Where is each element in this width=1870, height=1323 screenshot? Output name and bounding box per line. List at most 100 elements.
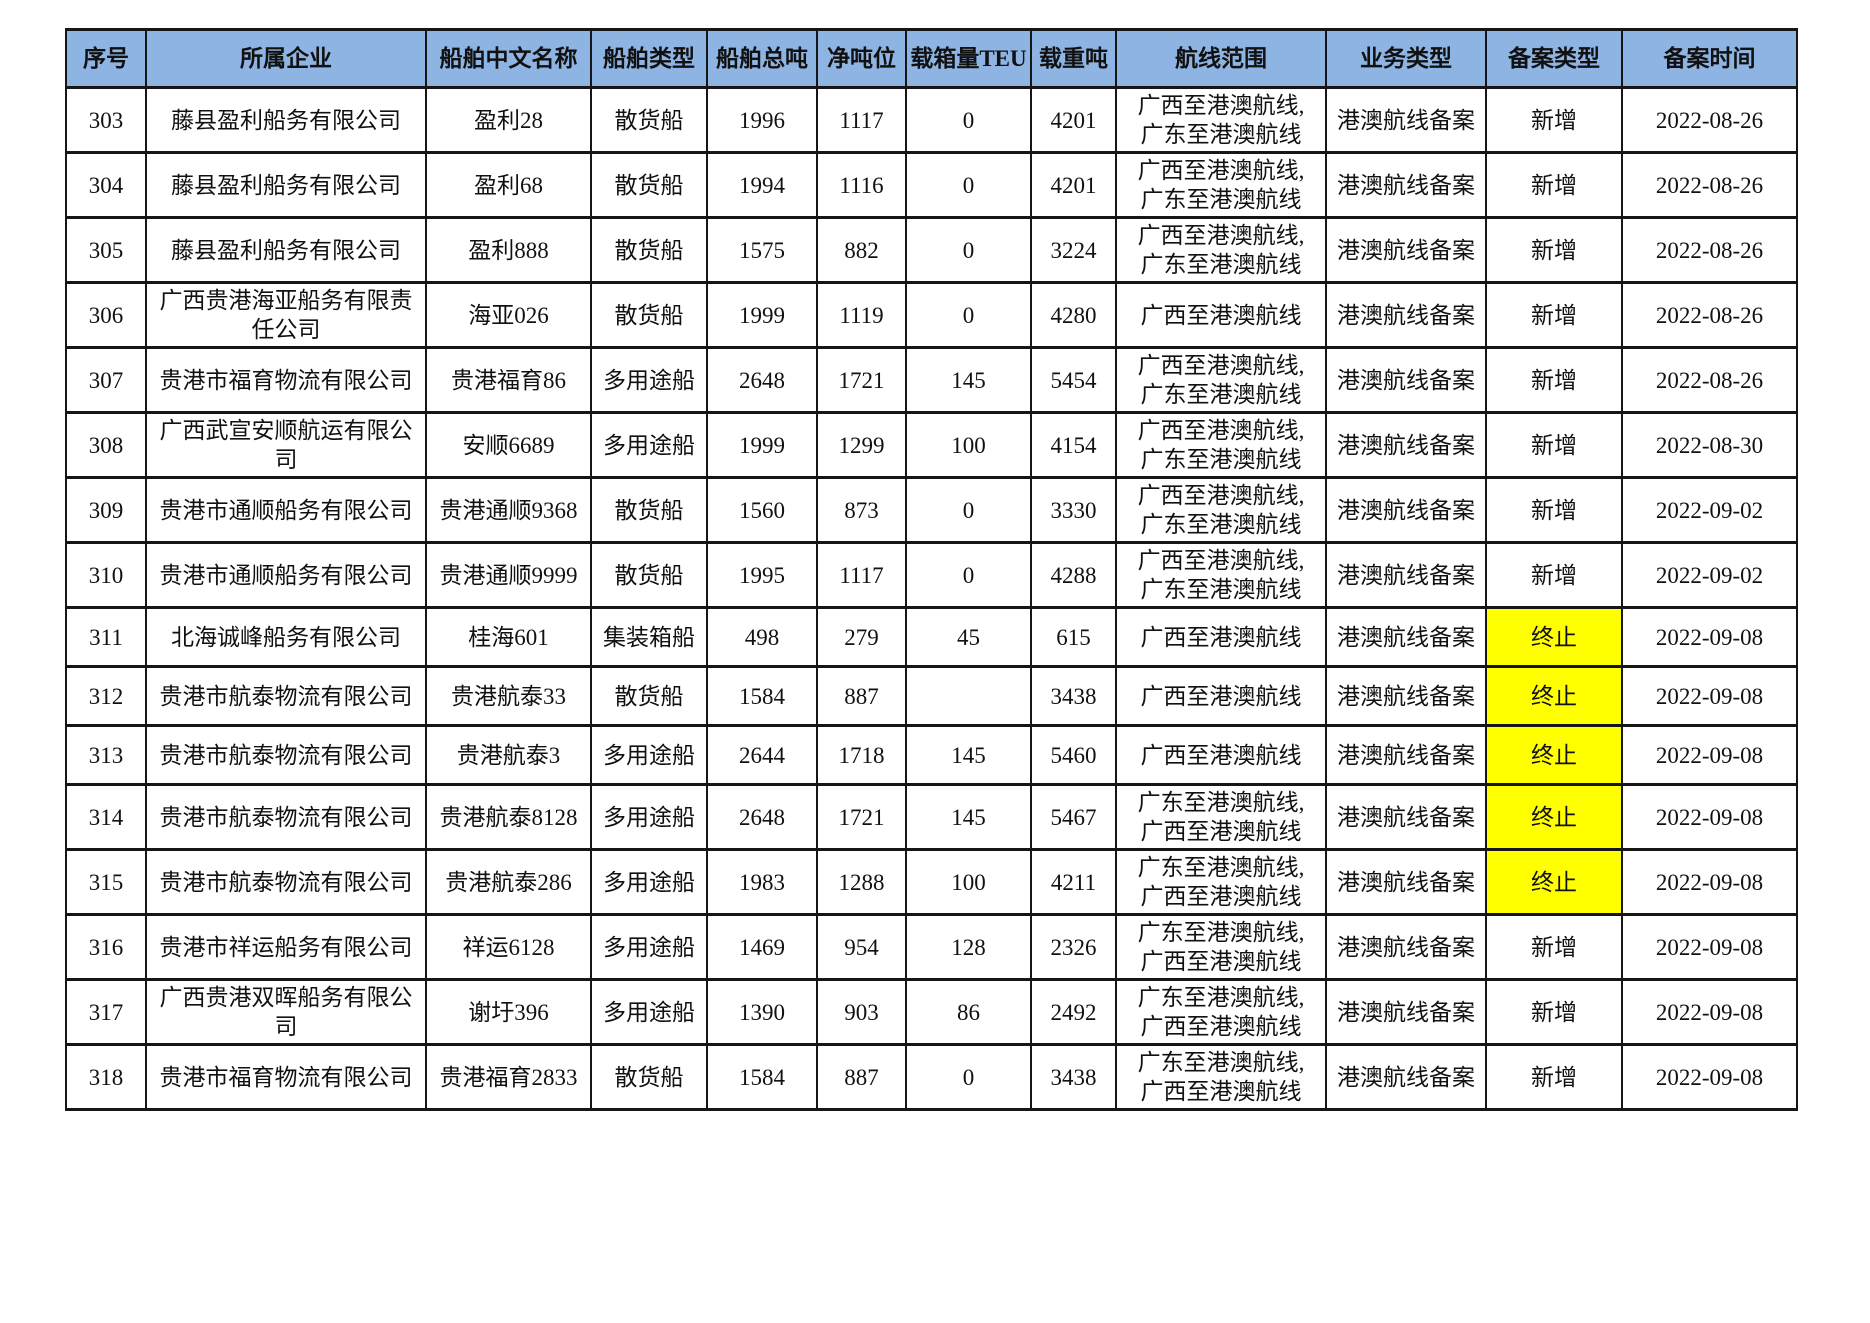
cell-deadweight: 4154 (1030, 411, 1117, 479)
col-header-teu: 载箱量TEU (905, 28, 1032, 89)
cell-record-type: 新增 (1485, 151, 1623, 219)
cell-net-tonnage: 1117 (816, 86, 907, 154)
cell-net-tonnage: 1299 (816, 411, 907, 479)
cell-ship-name: 贵港航泰33 (425, 665, 592, 727)
cell-gross-tonnage: 498 (706, 606, 818, 668)
cell-company: 贵港市航泰物流有限公司 (145, 848, 427, 916)
cell-net-tonnage: 882 (816, 216, 907, 284)
cell-business-type: 港澳航线备案 (1325, 216, 1487, 284)
cell-company: 藤县盈利船务有限公司 (145, 151, 427, 219)
cell-record-type: 终止 (1485, 783, 1623, 851)
cell-business-type: 港澳航线备案 (1325, 665, 1487, 727)
cell-deadweight: 3330 (1030, 476, 1117, 544)
col-header-route: 航线范围 (1115, 28, 1327, 89)
cell-gross-tonnage: 1983 (706, 848, 818, 916)
cell-route: 广东至港澳航线, 广西至港澳航线 (1115, 978, 1327, 1046)
cell-deadweight: 2492 (1030, 978, 1117, 1046)
cell-company: 贵港市航泰物流有限公司 (145, 665, 427, 727)
cell-net-tonnage: 279 (816, 606, 907, 668)
table-row-306: 306 广西贵港海亚船务有限责 任公司 海亚026 散货船 1999 1119 … (65, 281, 1798, 349)
ship-filing-table-container: 序号 所属企业 船舶中文名称 船舶类型 船舶总吨 净吨位 载箱量TEU 载重吨 … (65, 28, 1798, 1111)
table-row-309: 309 贵港市通顺船务有限公司 贵港通顺9368 散货船 1560 873 0 … (65, 476, 1798, 544)
cell-seq: 303 (65, 86, 147, 154)
cell-route: 广东至港澳航线, 广西至港澳航线 (1115, 913, 1327, 981)
cell-teu: 145 (905, 783, 1032, 851)
cell-company: 贵港市通顺船务有限公司 (145, 541, 427, 609)
table-row-305: 305 藤县盈利船务有限公司 盈利888 散货船 1575 882 0 3224… (65, 216, 1798, 284)
cell-deadweight: 4211 (1030, 848, 1117, 916)
cell-teu: 128 (905, 913, 1032, 981)
cell-business-type: 港澳航线备案 (1325, 978, 1487, 1046)
cell-seq: 315 (65, 848, 147, 916)
col-header-ship-name: 船舶中文名称 (425, 28, 592, 89)
cell-record-date: 2022-09-08 (1621, 978, 1798, 1046)
cell-business-type: 港澳航线备案 (1325, 724, 1487, 786)
col-header-company: 所属企业 (145, 28, 427, 89)
cell-route: 广西至港澳航线 (1115, 606, 1327, 668)
cell-record-date: 2022-09-02 (1621, 476, 1798, 544)
cell-business-type: 港澳航线备案 (1325, 783, 1487, 851)
cell-business-type: 港澳航线备案 (1325, 86, 1487, 154)
cell-company: 北海诚峰船务有限公司 (145, 606, 427, 668)
cell-record-date: 2022-09-08 (1621, 783, 1798, 851)
cell-deadweight: 3438 (1030, 1043, 1117, 1111)
cell-record-type: 新增 (1485, 86, 1623, 154)
cell-deadweight: 2326 (1030, 913, 1117, 981)
cell-business-type: 港澳航线备案 (1325, 281, 1487, 349)
cell-company: 贵港市福育物流有限公司 (145, 1043, 427, 1111)
cell-record-date: 2022-08-26 (1621, 216, 1798, 284)
cell-business-type: 港澳航线备案 (1325, 606, 1487, 668)
cell-deadweight: 5460 (1030, 724, 1117, 786)
cell-seq: 309 (65, 476, 147, 544)
cell-company: 贵港市祥运船务有限公司 (145, 913, 427, 981)
cell-teu: 145 (905, 346, 1032, 414)
cell-ship-name: 安顺6689 (425, 411, 592, 479)
cell-ship-name: 贵港通顺9999 (425, 541, 592, 609)
cell-company: 藤县盈利船务有限公司 (145, 86, 427, 154)
col-header-net-tonnage: 净吨位 (816, 28, 907, 89)
table-row-307: 307 贵港市福育物流有限公司 贵港福育86 多用途船 2648 1721 14… (65, 346, 1798, 414)
cell-deadweight: 5454 (1030, 346, 1117, 414)
table-row-308: 308 广西武宣安顺航运有限公 司 安顺6689 多用途船 1999 1299 … (65, 411, 1798, 479)
cell-route: 广西至港澳航线, 广东至港澳航线 (1115, 86, 1327, 154)
cell-teu: 0 (905, 541, 1032, 609)
cell-net-tonnage: 903 (816, 978, 907, 1046)
table-row-312: 312 贵港市航泰物流有限公司 贵港航泰33 散货船 1584 887 3438… (65, 665, 1798, 727)
cell-record-type: 新增 (1485, 411, 1623, 479)
cell-teu: 0 (905, 151, 1032, 219)
cell-ship-type: 散货船 (590, 1043, 708, 1111)
cell-business-type: 港澳航线备案 (1325, 541, 1487, 609)
cell-business-type: 港澳航线备案 (1325, 1043, 1487, 1111)
cell-gross-tonnage: 1469 (706, 913, 818, 981)
cell-teu: 0 (905, 216, 1032, 284)
cell-record-type: 新增 (1485, 476, 1623, 544)
cell-record-type: 新增 (1485, 216, 1623, 284)
cell-seq: 307 (65, 346, 147, 414)
cell-record-type: 新增 (1485, 1043, 1623, 1111)
col-header-gross-tonnage: 船舶总吨 (706, 28, 818, 89)
cell-gross-tonnage: 1584 (706, 665, 818, 727)
cell-record-type: 终止 (1485, 606, 1623, 668)
cell-ship-name: 桂海601 (425, 606, 592, 668)
cell-gross-tonnage: 1390 (706, 978, 818, 1046)
cell-ship-type: 散货船 (590, 216, 708, 284)
table-row-317: 317 广西贵港双晖船务有限公 司 谢圩396 多用途船 1390 903 86… (65, 978, 1798, 1046)
cell-ship-name: 祥运6128 (425, 913, 592, 981)
cell-business-type: 港澳航线备案 (1325, 913, 1487, 981)
cell-teu: 100 (905, 848, 1032, 916)
cell-record-date: 2022-08-26 (1621, 86, 1798, 154)
cell-gross-tonnage: 1995 (706, 541, 818, 609)
table-row-315: 315 贵港市航泰物流有限公司 贵港航泰286 多用途船 1983 1288 1… (65, 848, 1798, 916)
cell-teu: 145 (905, 724, 1032, 786)
cell-net-tonnage: 1116 (816, 151, 907, 219)
cell-ship-type: 散货船 (590, 151, 708, 219)
table-row-313: 313 贵港市航泰物流有限公司 贵港航泰3 多用途船 2644 1718 145… (65, 724, 1798, 786)
cell-ship-name: 贵港航泰8128 (425, 783, 592, 851)
cell-deadweight: 3224 (1030, 216, 1117, 284)
col-header-record-type: 备案类型 (1485, 28, 1623, 89)
cell-seq: 308 (65, 411, 147, 479)
cell-deadweight: 4288 (1030, 541, 1117, 609)
cell-company: 藤县盈利船务有限公司 (145, 216, 427, 284)
cell-route: 广西至港澳航线, 广东至港澳航线 (1115, 411, 1327, 479)
cell-net-tonnage: 873 (816, 476, 907, 544)
